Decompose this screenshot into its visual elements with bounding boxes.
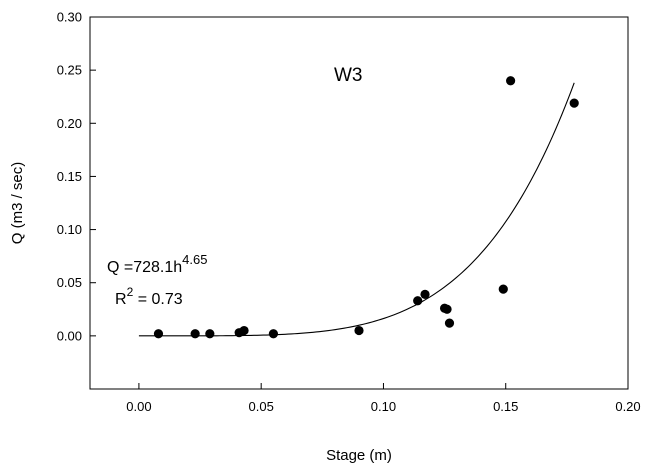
y-axis: 0.00 0.05 0.10 0.15 0.20 0.25 0.30	[57, 10, 96, 343]
data-point	[444, 318, 455, 328]
y-tick-label: 0.00	[57, 328, 82, 343]
r-squared: R2 = 0.73	[115, 285, 183, 308]
x-tick-label: 0.15	[493, 399, 518, 414]
y-tick-label: 0.05	[57, 275, 82, 290]
y-tick-label: 0.30	[57, 10, 82, 25]
data-point	[190, 329, 200, 339]
fit-curve	[138, 82, 575, 337]
x-tick-label: 0.10	[371, 399, 396, 414]
data-point	[506, 76, 516, 86]
data-point	[420, 289, 430, 300]
x-axis-label: Stage (m)	[326, 447, 392, 464]
chart-title: W3	[334, 65, 363, 86]
x-tick-label: 0.20	[615, 399, 640, 414]
x-tick-label: 0.05	[249, 399, 274, 414]
y-axis-label: Q (m3 / sec)	[9, 162, 26, 245]
fit-equation-base: Q =728.1h	[107, 259, 182, 276]
data-point	[268, 329, 279, 339]
x-tick-label: 0.00	[126, 399, 151, 414]
y-tick-label: 0.20	[57, 116, 82, 131]
y-tick-label: 0.15	[57, 169, 82, 184]
data-point	[413, 296, 423, 306]
data-points	[153, 76, 579, 339]
y-tick-label: 0.10	[57, 222, 82, 237]
data-point	[205, 329, 215, 339]
data-point	[153, 329, 164, 339]
data-point	[569, 98, 579, 108]
data-point	[354, 325, 364, 336]
data-point	[442, 304, 452, 314]
r-squared-base: R	[115, 291, 127, 308]
data-point	[498, 284, 508, 294]
r-squared-value: = 0.73	[133, 291, 182, 308]
data-point	[239, 325, 249, 336]
fit-equation-exponent: 4.65	[182, 252, 207, 267]
x-axis: 0.00 0.05 0.10 0.15 0.20	[126, 383, 641, 414]
fit-equation: Q =728.1h4.65	[107, 252, 207, 276]
y-tick-label: 0.25	[57, 63, 82, 78]
r-squared-superscript: 2	[127, 285, 134, 299]
plot-area-frame	[89, 16, 629, 390]
